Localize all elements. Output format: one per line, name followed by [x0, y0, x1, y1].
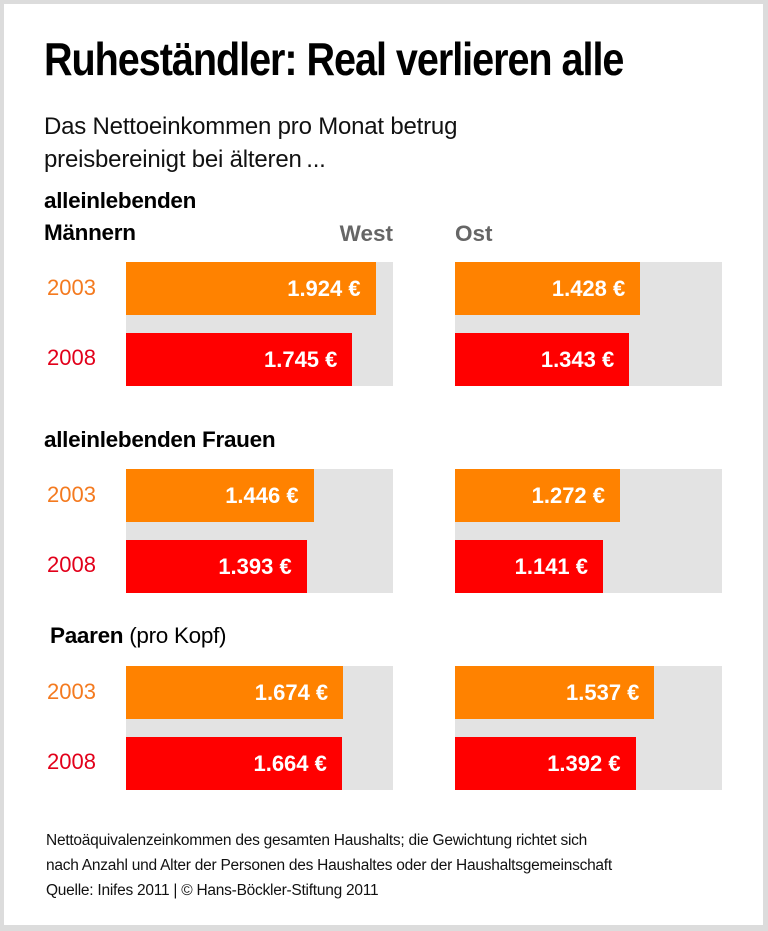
- bar-ost-2008: 1.141 €: [455, 540, 604, 593]
- group-label-normal: (pro Kopf): [123, 623, 227, 648]
- bar-value-label: 1.428 €: [551, 275, 626, 301]
- bar-ost-2003: 1.428 €: [455, 262, 641, 315]
- footnote-source: Quelle: Inifes 2011 | © Hans-Böckler-Sti…: [46, 882, 379, 899]
- year-label-2003: 2003: [47, 679, 96, 704]
- bar-track-ost: 1.428 € 1.343 €: [455, 262, 722, 386]
- bar-value-label: 1.745 €: [263, 346, 338, 372]
- year-label-2008: 2008: [47, 552, 96, 577]
- year-label-2003: 2003: [47, 275, 96, 300]
- group-label-frauen: alleinlebenden Frauen: [44, 427, 276, 452]
- bar-ost-2008: 1.392 €: [455, 737, 636, 790]
- bar-value-label: 1.393 €: [218, 553, 292, 579]
- chart-title: Ruheständler: Real verlieren alle: [44, 33, 624, 85]
- group-label-line: Männern: [44, 220, 136, 245]
- bar-west-2008: 1.393 €: [126, 540, 307, 593]
- bar-track-ost: 1.537 € 1.392 €: [455, 666, 722, 790]
- footnote: Nettoäquivalenzeinkommen des gesamten Ha…: [46, 828, 612, 903]
- bar-track-west: 1.674 € 1.664 €: [126, 666, 393, 790]
- group-label-paaren: Paaren (pro Kopf): [50, 620, 227, 652]
- year-label-2003: 2003: [47, 482, 96, 507]
- bar-track-west: 1.446 € 1.393 €: [126, 469, 393, 593]
- bar-west-2003: 1.924 €: [126, 262, 376, 315]
- footnote-line: Nettoäquivalenzeinkommen des gesamten Ha…: [46, 832, 588, 849]
- subtitle-line: preisbereinigt bei älteren ...: [44, 146, 326, 173]
- group-label-line: alleinlebenden: [44, 188, 197, 213]
- group-label-bold: Paaren: [50, 623, 124, 648]
- bar-west-2008: 1.745 €: [126, 333, 353, 386]
- bar-value-label: 1.392 €: [547, 750, 621, 776]
- column-header-ost: Ost: [455, 221, 493, 246]
- group-label-maenner: alleinlebenden Männern: [44, 185, 196, 249]
- bar-value-label: 1.924 €: [287, 275, 361, 301]
- bar-west-2008: 1.664 €: [126, 737, 342, 790]
- bar-value-label: 1.446 €: [225, 482, 299, 508]
- bar-value-label: 1.141 €: [514, 553, 589, 579]
- footnote-line: nach Anzahl und Alter der Personen des H…: [46, 857, 612, 874]
- bar-ost-2003: 1.272 €: [455, 469, 621, 522]
- bar-ost-2003: 1.537 €: [455, 666, 655, 719]
- bar-value-label: 1.343 €: [540, 346, 615, 372]
- column-header-west: West: [339, 221, 393, 246]
- bar-west-2003: 1.674 €: [126, 666, 344, 719]
- bar-track-ost: 1.272 € 1.141 €: [455, 469, 722, 593]
- bar-west-2003: 1.446 €: [126, 469, 314, 522]
- bar-value-label: 1.272 €: [531, 482, 606, 508]
- bar-ost-2008: 1.343 €: [455, 333, 630, 386]
- bar-value-label: 1.674 €: [254, 679, 329, 705]
- bar-value-label: 1.664 €: [253, 750, 327, 776]
- subtitle-line: Das Nettoeinkommen pro Monat betrug: [44, 113, 458, 140]
- bar-track-west: 1.924 € 1.745 €: [126, 262, 393, 386]
- year-label-2008: 2008: [47, 749, 96, 774]
- bar-value-label: 1.537 €: [566, 679, 640, 705]
- chart-subtitle: Das Nettoeinkommen pro Monat betrug prei…: [44, 110, 457, 176]
- year-label-2008: 2008: [47, 345, 96, 370]
